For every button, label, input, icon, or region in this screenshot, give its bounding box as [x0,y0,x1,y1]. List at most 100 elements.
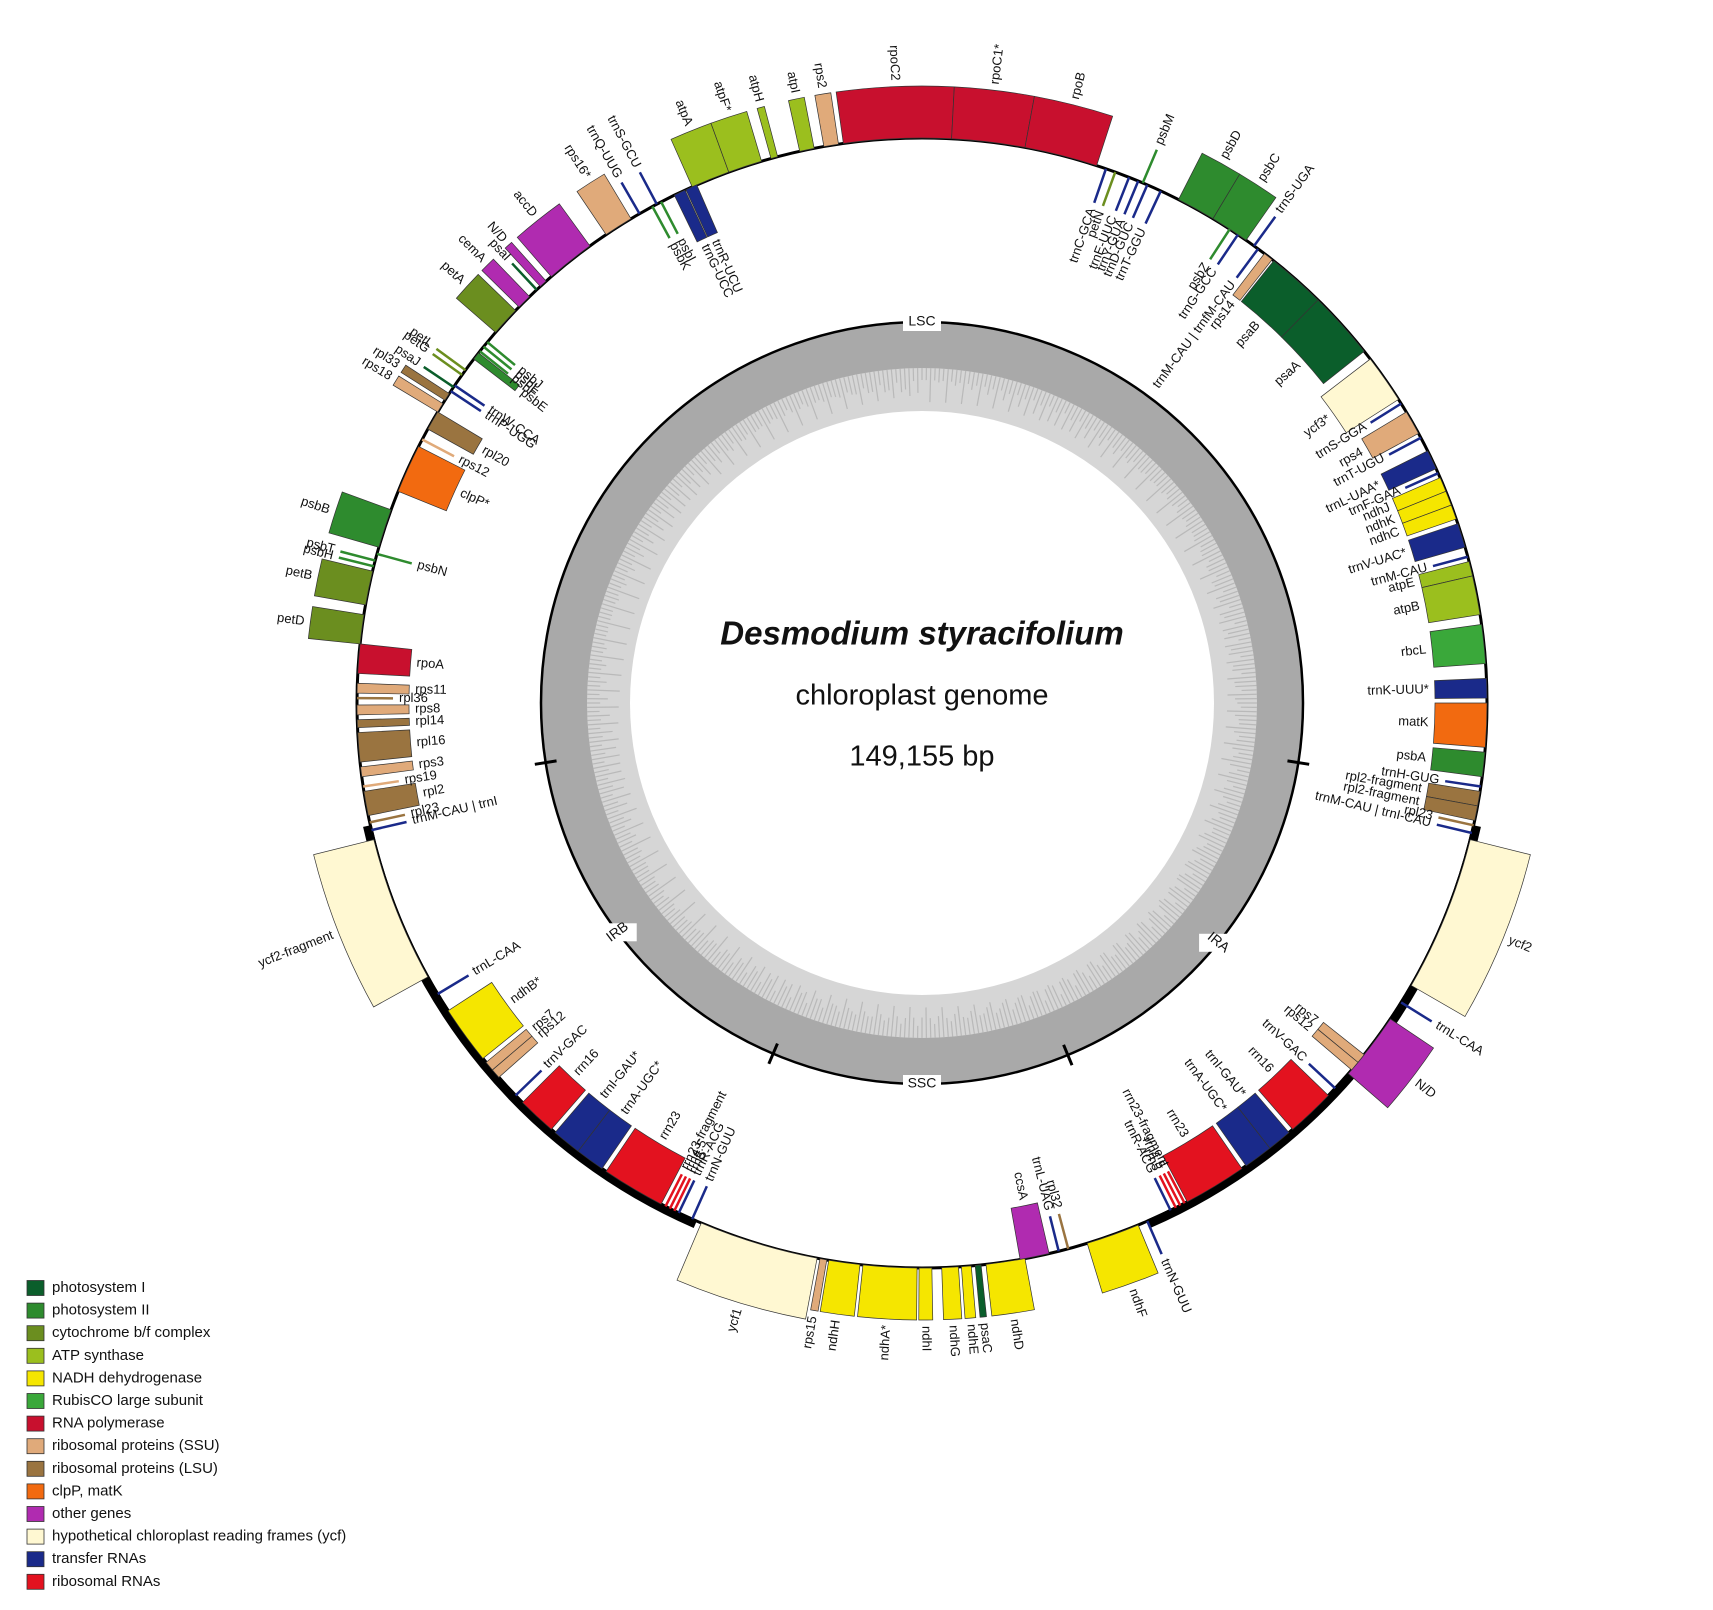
gc-spike [1171,495,1186,507]
gene-label: psbC [1254,150,1283,184]
trna-gene [1253,216,1277,247]
gc-spike [995,1012,1001,1029]
gc-spike [992,376,997,390]
gc-spike [1222,624,1248,632]
gc-spike [781,398,788,411]
gc-spike [801,390,809,407]
gc-spike [1227,628,1249,635]
gene-label: ndhE [964,1323,981,1355]
gc-spike [684,928,697,941]
gc-spike [753,981,762,994]
gc-spike [588,667,602,670]
gc-spike [1206,843,1223,852]
gc-spike [830,380,837,398]
region-label-bg [903,313,941,331]
gc-spike [877,1014,882,1036]
gene-label: ccsA [1011,1171,1031,1202]
region-label-bg [1199,933,1238,952]
gc-spike [957,1006,962,1036]
gene-label: rpl2 [422,781,446,800]
gc-spike [638,863,668,883]
gc-spike [690,459,704,473]
gene-label: psaA [1271,357,1303,388]
gc-spike [856,1001,864,1032]
gc-spike [1066,979,1079,1000]
gc-spike [1227,693,1257,696]
trna-gene [651,205,671,239]
gene-box [985,1258,1035,1317]
gc-spike [1114,954,1127,970]
gene-label: rps11 [415,681,447,697]
gc-spike [1185,512,1199,522]
genome-subtitle: chloroplast genome [795,680,1048,712]
gc-spike [860,373,865,389]
gc-spike [826,1003,834,1025]
gc-spike [1038,393,1051,421]
gc-spike [826,381,832,398]
legend-label: ribosomal proteins (LSU) [52,1460,218,1477]
gene-box [810,1258,828,1312]
gene-label: psaB [1232,318,1263,350]
gc-spike [1032,991,1043,1016]
gc-spike [1218,773,1248,782]
gene-label: rpoC2 [887,45,904,81]
gc-spike [1075,969,1091,994]
region-boundary [1287,759,1310,766]
gc-spike [1203,845,1221,856]
gc-spike [1238,735,1256,739]
gc-spike [789,985,802,1012]
gene-box [1433,702,1488,748]
gc-spike [1193,527,1208,537]
gc-spike [847,376,853,395]
gc-spike [613,570,645,585]
gene-label: rpl32 [1044,1178,1066,1210]
gc-spike [1070,406,1079,421]
gc-spike [1166,488,1180,500]
gene-label: rrn23 [655,1108,683,1142]
gene-label: matK [1398,713,1429,729]
gene-box [605,1127,686,1205]
gc-spike [1098,424,1109,439]
gc-spike [971,372,975,390]
gc-spike [1125,445,1137,459]
gc-spike [838,378,848,410]
genome-length: 149,155 bp [849,741,994,773]
gc-spike [809,998,818,1019]
gc-spike [1181,509,1196,520]
gene-box [313,839,429,1008]
gc-spike [834,1011,840,1027]
trna-gene [1048,1215,1060,1252]
gc-spike [1226,801,1241,808]
gc-spike [593,762,621,769]
gc-spike [1147,911,1169,931]
legend-swatch [26,1280,45,1296]
gc-spike [594,768,609,774]
trna-gene [1436,823,1473,835]
gc-spike [813,999,823,1021]
gc-spike [615,566,628,573]
gc-spike [648,509,673,528]
gc-spike [873,371,879,402]
gene-box [1408,523,1466,563]
gc-spike [591,650,604,654]
gc-spike [717,436,729,451]
gene-label: ndhA* [876,1325,893,1361]
gene-label: atpE [1386,574,1416,595]
gene-box [1258,1058,1329,1130]
trna-gene [371,820,407,832]
gc-spike [603,801,619,808]
gc-spike [757,410,775,440]
gc-spike [838,998,848,1028]
gc-spike [1233,663,1255,667]
gc-spike [1002,379,1010,401]
gc-spike [700,450,722,475]
legend-swatch [26,1506,45,1522]
trna-gene [1123,180,1140,215]
gc-spike [1074,985,1083,998]
gene-box [357,729,413,763]
gc-spike [1058,981,1071,1004]
trna-gene [1131,184,1149,219]
gc-spike [1206,558,1225,568]
gene-label: rrn23 [1164,1106,1193,1140]
gc-spike [1238,752,1253,756]
